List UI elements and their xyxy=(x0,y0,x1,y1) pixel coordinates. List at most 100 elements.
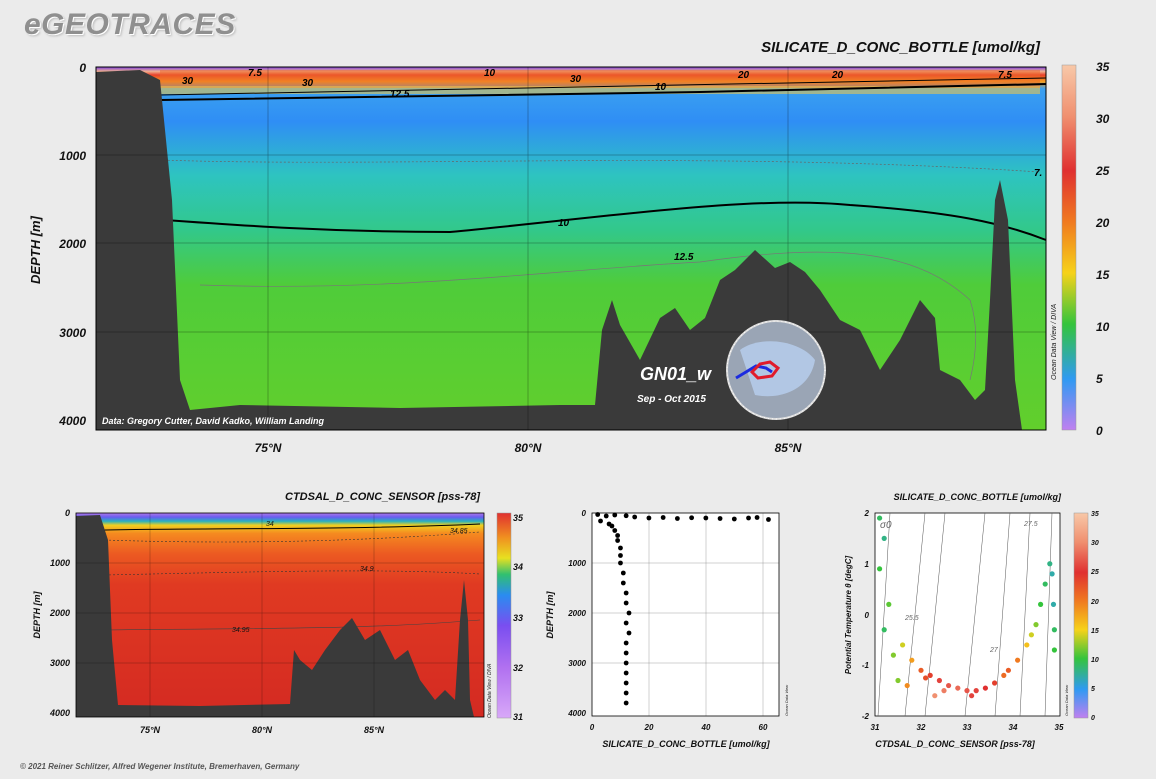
salinity-chart-title: CTDSAL_D_CONC_SENSOR [pss-78] xyxy=(285,491,480,503)
ts-diagram: SILICATE_D_CONC_BOTTLE [umol/kg] σ0 25.5… xyxy=(844,492,1099,749)
contour-label: 7.5 xyxy=(248,68,262,79)
x-tick-label: 80°N xyxy=(252,725,273,735)
ts-point xyxy=(1033,622,1039,628)
x-tick-label: 33 xyxy=(963,723,972,732)
profile-point xyxy=(595,512,601,517)
profile-frame xyxy=(591,512,780,717)
data-credit: Data: Gregory Cutter, David Kadko, Willi… xyxy=(102,416,324,426)
ts-point xyxy=(877,515,883,521)
x-tick-label: 60 xyxy=(759,723,768,732)
colorbar-tick: 20 xyxy=(1090,599,1099,606)
ts-point xyxy=(923,675,929,681)
profile-point xyxy=(731,516,737,522)
contour-label: 7. xyxy=(1034,168,1042,179)
ts-point xyxy=(927,672,933,679)
colorbar-tick: 20 xyxy=(1095,216,1110,230)
contour-label: 12.5 xyxy=(674,252,694,263)
profile-point xyxy=(623,513,629,519)
salinity-y-ticks: 0 1000 2000 3000 4000 xyxy=(49,508,70,718)
salinity-y-axis-label: DEPTH [m] xyxy=(32,590,42,638)
y-tick-label: 3000 xyxy=(568,659,586,668)
ts-isopycnal-labels: σ0 25.5 27 27.5 xyxy=(880,520,1038,654)
profile-point xyxy=(754,515,760,520)
profile-point xyxy=(626,630,632,636)
copyright-footer: © 2021 Reiner Schlitzer, Alfred Wegener … xyxy=(20,762,300,771)
main-grid xyxy=(96,67,1046,430)
profile-point xyxy=(623,680,629,686)
ts-point xyxy=(904,682,910,689)
colorbar-tick: 0 xyxy=(1096,424,1103,438)
salinity-section: CTDSAL_D_CONC_SENSOR [pss-78] 34 34.85 3… xyxy=(32,491,524,735)
colorbar-tick: 31 xyxy=(513,712,523,722)
main-colorbar xyxy=(1061,64,1077,431)
main-y-axis-label: DEPTH [m] xyxy=(28,215,43,284)
profile-point xyxy=(623,600,629,606)
ts-point xyxy=(900,642,906,648)
contour-label: 12.5 xyxy=(390,89,410,100)
profile-point xyxy=(618,560,623,566)
y-tick-label: 1000 xyxy=(50,558,70,568)
profile-point xyxy=(646,515,652,521)
ts-point xyxy=(1050,601,1057,607)
contour-12-5 xyxy=(159,83,1047,101)
ts-point xyxy=(1005,667,1012,673)
cruise-period: Sep - Oct 2015 xyxy=(637,394,706,405)
contour-label: 30 xyxy=(570,74,582,85)
x-tick-label: 40 xyxy=(701,723,711,732)
ts-y-ticks: 2 1 0 -1 -2 xyxy=(862,509,870,721)
profile-point xyxy=(717,516,723,521)
profile-point xyxy=(623,650,629,656)
y-tick-label: 4000 xyxy=(567,709,586,718)
ts-point xyxy=(1028,632,1034,638)
profile-point xyxy=(623,670,629,676)
y-tick-label: 0 xyxy=(582,509,587,518)
x-tick-label: 75°N xyxy=(255,441,282,455)
ts-point xyxy=(1042,581,1048,587)
ts-point xyxy=(909,657,915,663)
salinity-colorbar-ticks: 35 34 33 32 31 xyxy=(513,513,524,722)
contour-label: 20 xyxy=(831,70,844,81)
colorbar-tick: 5 xyxy=(1096,372,1103,386)
ts-point xyxy=(918,667,924,673)
ts-point xyxy=(1015,657,1021,663)
colorbar-tick: 5 xyxy=(1091,686,1095,693)
contour-label: 34.9 xyxy=(360,566,374,573)
profile-point xyxy=(620,570,626,576)
contour-label: 34.85 xyxy=(450,528,468,535)
y-tick-label: -2 xyxy=(862,712,870,721)
ts-point xyxy=(1047,561,1053,567)
x-tick-label: 85°N xyxy=(775,441,802,455)
profile-point xyxy=(615,538,621,543)
salinity-frame xyxy=(75,512,485,718)
colorbar-tick: 30 xyxy=(1096,112,1110,126)
sal-contour-34-95 xyxy=(104,619,481,631)
profile-point xyxy=(598,518,603,524)
profile-point xyxy=(612,512,618,518)
sal-contour-34-9 xyxy=(104,570,481,576)
profile-point xyxy=(623,590,629,596)
y-tick-label: 2000 xyxy=(58,237,86,251)
salinity-colorbar xyxy=(496,512,512,719)
ts-point xyxy=(969,693,975,699)
profile-points xyxy=(595,512,771,706)
ts-point xyxy=(992,680,998,686)
sal-contour-34-85 xyxy=(104,531,481,543)
salinity-x-ticks: 75°N 80°N 85°N xyxy=(140,725,385,735)
arctic-inset-map xyxy=(726,320,826,420)
ts-point xyxy=(1001,672,1007,679)
profile-point xyxy=(618,553,623,558)
profile-point xyxy=(660,515,666,520)
colorbar-tick: 32 xyxy=(513,663,523,673)
main-y-ticks: 0 1000 2000 3000 4000 xyxy=(58,61,86,428)
contour-label: 7.5 xyxy=(998,70,1012,81)
colorbar-tick: 30 xyxy=(1091,540,1099,547)
y-tick-label: 3000 xyxy=(50,658,70,668)
silicate-profile-plot: DEPTH [m] SILICATE_D_CONC_BOTTLE [umol/k… xyxy=(545,509,789,749)
x-tick-label: 34 xyxy=(1009,723,1018,732)
isopycnal-label: 27.5 xyxy=(1023,521,1038,528)
y-tick-label: 3000 xyxy=(59,326,86,340)
ts-point xyxy=(877,566,883,572)
contour-label: 30 xyxy=(182,76,194,87)
y-tick-label: 0 xyxy=(865,611,870,620)
